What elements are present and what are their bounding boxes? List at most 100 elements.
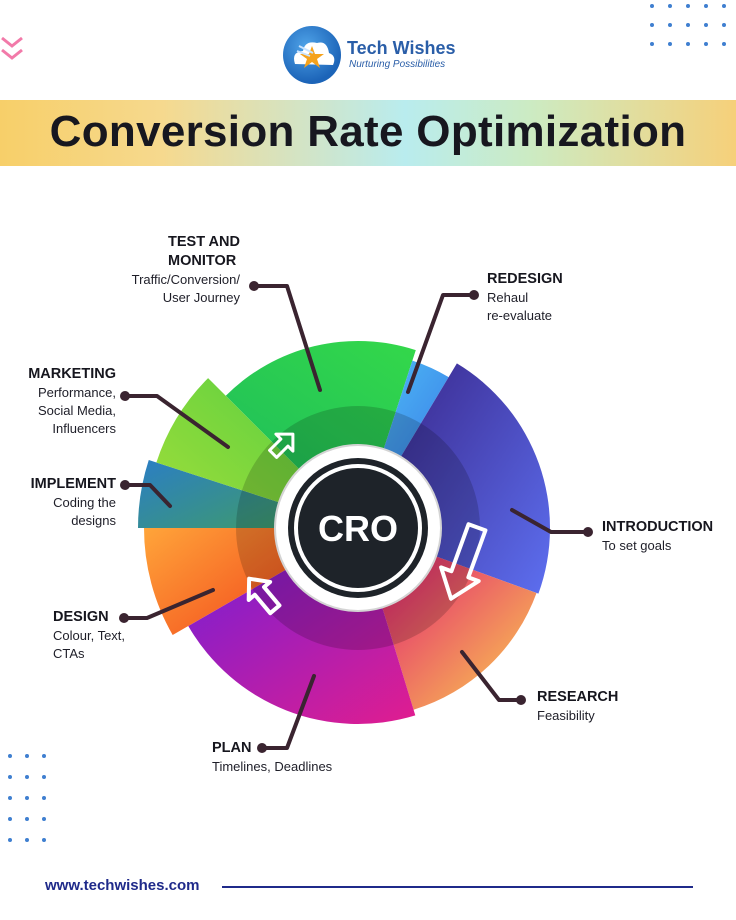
decor-dot <box>668 23 672 27</box>
decor-dot <box>8 817 12 821</box>
stage-detail: Feasibility <box>537 708 595 723</box>
stage-label-design: DESIGN Colour, Text, CTAs <box>53 608 125 663</box>
dot-grid-decoration <box>8 754 46 842</box>
decor-dot <box>722 42 726 46</box>
connector-plan <box>260 674 316 750</box>
title-banner: Conversion Rate Optimization <box>0 100 736 166</box>
stage-heading: INTRODUCTION <box>602 519 714 535</box>
decor-dot <box>704 42 708 46</box>
wedge-design <box>144 528 286 635</box>
stage-heading: MONITOR <box>168 253 237 269</box>
brand-name: Tech Wishes <box>347 38 456 58</box>
zigzag-decoration <box>1 36 23 60</box>
stage-detail: User Journey <box>162 290 240 305</box>
connector-dot <box>120 480 130 490</box>
brand-tagline: Nurturing Possibilities <box>349 59 446 70</box>
decor-dot <box>25 775 29 779</box>
connector-dot <box>583 527 593 537</box>
decor-dot <box>650 23 654 27</box>
stage-detail: Traffic/Conversion/ <box>131 272 240 287</box>
decor-dot <box>704 4 708 8</box>
stage-heading: PLAN <box>212 740 252 756</box>
stage-detail: Coding the <box>53 495 116 510</box>
stage-detail: Social Media, <box>37 403 116 418</box>
decor-dot <box>686 23 690 27</box>
stage-detail: Colour, Text, <box>53 628 126 643</box>
decor-dot <box>668 4 672 8</box>
connector-dot <box>516 695 526 705</box>
decor-dot <box>25 796 29 800</box>
stage-label-marketing: MARKETING Performance, Social Media, Inf… <box>10 365 116 438</box>
decor-dot <box>686 42 690 46</box>
wedge-plan <box>188 570 416 725</box>
stage-detail: designs <box>71 513 116 528</box>
wedge-marketing <box>156 378 299 503</box>
connector-dot <box>120 391 130 401</box>
connector-redesign <box>406 293 476 394</box>
brand-logo: Tech Wishes Nurturing Possibilities <box>283 24 483 84</box>
stage-heading: REDESIGN <box>487 271 563 287</box>
stage-label-introduction: INTRODUCTION To set goals <box>602 518 713 555</box>
decor-dot <box>686 4 690 8</box>
decor-dot <box>25 817 29 821</box>
connector-introduction <box>510 508 590 534</box>
hub-circle <box>288 458 428 598</box>
wedge-implement <box>138 460 279 528</box>
stage-detail: CTAs <box>53 646 85 661</box>
connector-design <box>122 588 215 620</box>
stage-detail: re-evaluate <box>487 308 553 323</box>
wedge-research <box>382 556 537 710</box>
wedge-test <box>225 341 416 469</box>
stage-label-redesign: REDESIGN Rehaul re-evaluate <box>487 270 563 325</box>
decor-dot <box>8 754 12 758</box>
connector-test <box>252 284 322 392</box>
logo-badge-icon <box>283 26 341 84</box>
website-link[interactable]: www.techwishes.com <box>45 877 200 894</box>
stage-detail: Influencers <box>52 421 116 436</box>
connector-dot <box>249 281 259 291</box>
stage-label-implement: IMPLEMENT Coding the designs <box>10 475 116 530</box>
decor-dot <box>25 754 29 758</box>
connector-research <box>460 650 523 702</box>
flow-arrow-icon <box>439 522 488 601</box>
decor-dot <box>650 4 654 8</box>
decor-dot <box>668 42 672 46</box>
decor-dot <box>8 838 12 842</box>
flow-arrow-icon <box>268 432 295 459</box>
connector-dot <box>469 290 479 300</box>
wedge-redesign <box>383 360 449 456</box>
connector-implement <box>123 483 172 508</box>
stage-heading: IMPLEMENT <box>30 476 116 492</box>
decor-dot <box>42 838 46 842</box>
decor-dot <box>25 838 29 842</box>
decor-dot <box>8 775 12 779</box>
stage-label-test: TEST AND MONITOR Traffic/Conversion/ Use… <box>110 233 240 307</box>
hub-label: CRO <box>318 508 398 549</box>
connector-marketing <box>123 394 230 449</box>
decor-dot <box>704 23 708 27</box>
stage-detail: Rehaul <box>487 290 529 305</box>
decor-dot <box>42 754 46 758</box>
stage-label-plan: PLAN Timelines, Deadlines <box>212 739 332 776</box>
stage-label-research: RESEARCH Feasibility <box>537 688 618 725</box>
hub-inner-ring <box>294 464 422 592</box>
stage-heading: DESIGN <box>53 609 109 625</box>
decor-dot <box>8 796 12 800</box>
stage-detail: To set goals <box>602 538 672 553</box>
connector-dot <box>119 613 129 623</box>
page-title: Conversion Rate Optimization <box>49 107 687 156</box>
stage-detail: Performance, <box>37 385 116 400</box>
stage-heading: MARKETING <box>28 366 116 382</box>
stage-detail: Timelines, Deadlines <box>212 759 333 774</box>
stage-heading: RESEARCH <box>537 689 619 705</box>
decor-dot <box>42 817 46 821</box>
wedge-introduction <box>401 363 550 594</box>
flow-arrow-icon <box>246 576 282 616</box>
decor-dot <box>722 4 726 8</box>
dot-grid-decoration <box>650 4 726 46</box>
connector-dot <box>257 743 267 753</box>
footer-divider <box>222 886 693 888</box>
decor-dot <box>650 42 654 46</box>
stage-heading: TEST AND <box>168 234 240 250</box>
